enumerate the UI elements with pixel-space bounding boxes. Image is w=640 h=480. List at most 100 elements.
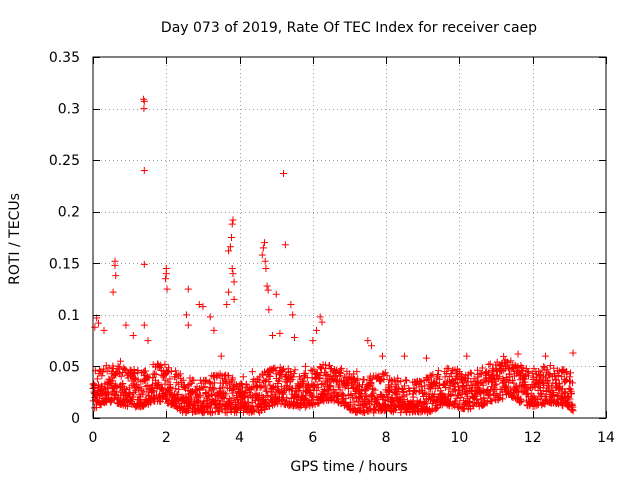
data-point [390,398,398,406]
data-point [336,386,344,394]
data-point [397,377,405,385]
data-point [431,390,439,398]
y-tick-label: 0.25 [49,153,80,169]
data-point [301,403,309,411]
plot-frame [92,56,607,419]
data-point [395,394,403,402]
data-point [130,388,138,396]
data-point [367,380,375,388]
data-point [286,377,294,385]
data-point [282,397,290,405]
data-point [387,382,395,390]
data-point [334,393,342,401]
data-point [539,378,547,386]
data-point [555,380,563,388]
data-point [242,387,250,395]
data-point [162,275,170,283]
data-point [502,383,510,391]
data-point [386,387,394,395]
data-point [400,352,408,360]
data-point [218,383,226,391]
data-point [152,370,160,378]
data-point [539,387,547,395]
x-tick-label: 0 [89,430,98,446]
data-point [140,166,148,174]
data-point [239,384,247,392]
data-point [500,366,508,374]
y-tick-label: 0.1 [58,308,80,324]
data-point [558,393,566,401]
data-point [348,380,356,388]
data-point [272,290,280,298]
data-point [485,361,493,369]
data-point [109,288,117,296]
data-point [315,398,323,406]
data-point [415,387,423,395]
data-point [259,371,267,379]
data-point [290,370,298,378]
y-tick-label: 0.35 [49,50,80,66]
data-point [256,373,264,381]
data-point [299,377,307,385]
data-point [434,371,442,379]
data-point [259,382,267,390]
data-point [397,409,405,417]
data-point [291,334,299,342]
data-point [564,402,572,410]
data-point [230,278,238,286]
data-point [367,342,375,350]
data-point [100,326,108,334]
data-point [327,382,335,390]
data-point [279,366,287,374]
data-point [266,373,274,381]
y-tick-label: 0 [71,411,80,427]
data-point [161,376,169,384]
data-point [105,364,113,372]
data-point [507,357,515,365]
data-point [228,377,236,385]
data-point [230,295,238,303]
data-point [324,378,332,386]
data-point [312,375,320,383]
data-point [427,372,435,380]
data-point [228,234,236,241]
data-point [458,390,466,398]
x-tick-label: 14 [597,430,615,446]
data-point [266,403,274,411]
data-point [184,285,192,293]
data-point [427,407,435,415]
data-point [280,170,288,178]
data-point [559,385,567,393]
data-point [467,369,475,377]
data-point [269,331,277,339]
data-point [553,392,561,400]
data-point [111,261,119,269]
data-point [507,385,515,393]
data-point [210,384,218,392]
data-point [124,402,132,410]
data-point [387,376,395,384]
data-point [117,372,125,380]
data-point [489,365,497,373]
data-point [250,408,258,416]
data-point [189,408,197,416]
data-point [167,367,175,375]
data-point [353,368,361,376]
data-point [221,408,229,416]
data-point [441,384,449,392]
data-point [421,382,429,390]
data-point [217,352,225,360]
data-point [492,380,500,388]
data-point [258,251,266,259]
data-point [221,376,229,384]
data-point [411,386,419,394]
data-point [196,391,204,399]
data-point [459,383,467,391]
data-point [206,313,214,321]
data-point [179,376,187,384]
data-point [550,389,558,397]
data-point [112,272,120,280]
data-point [199,303,207,311]
data-point [260,377,268,385]
data-point [493,390,501,398]
